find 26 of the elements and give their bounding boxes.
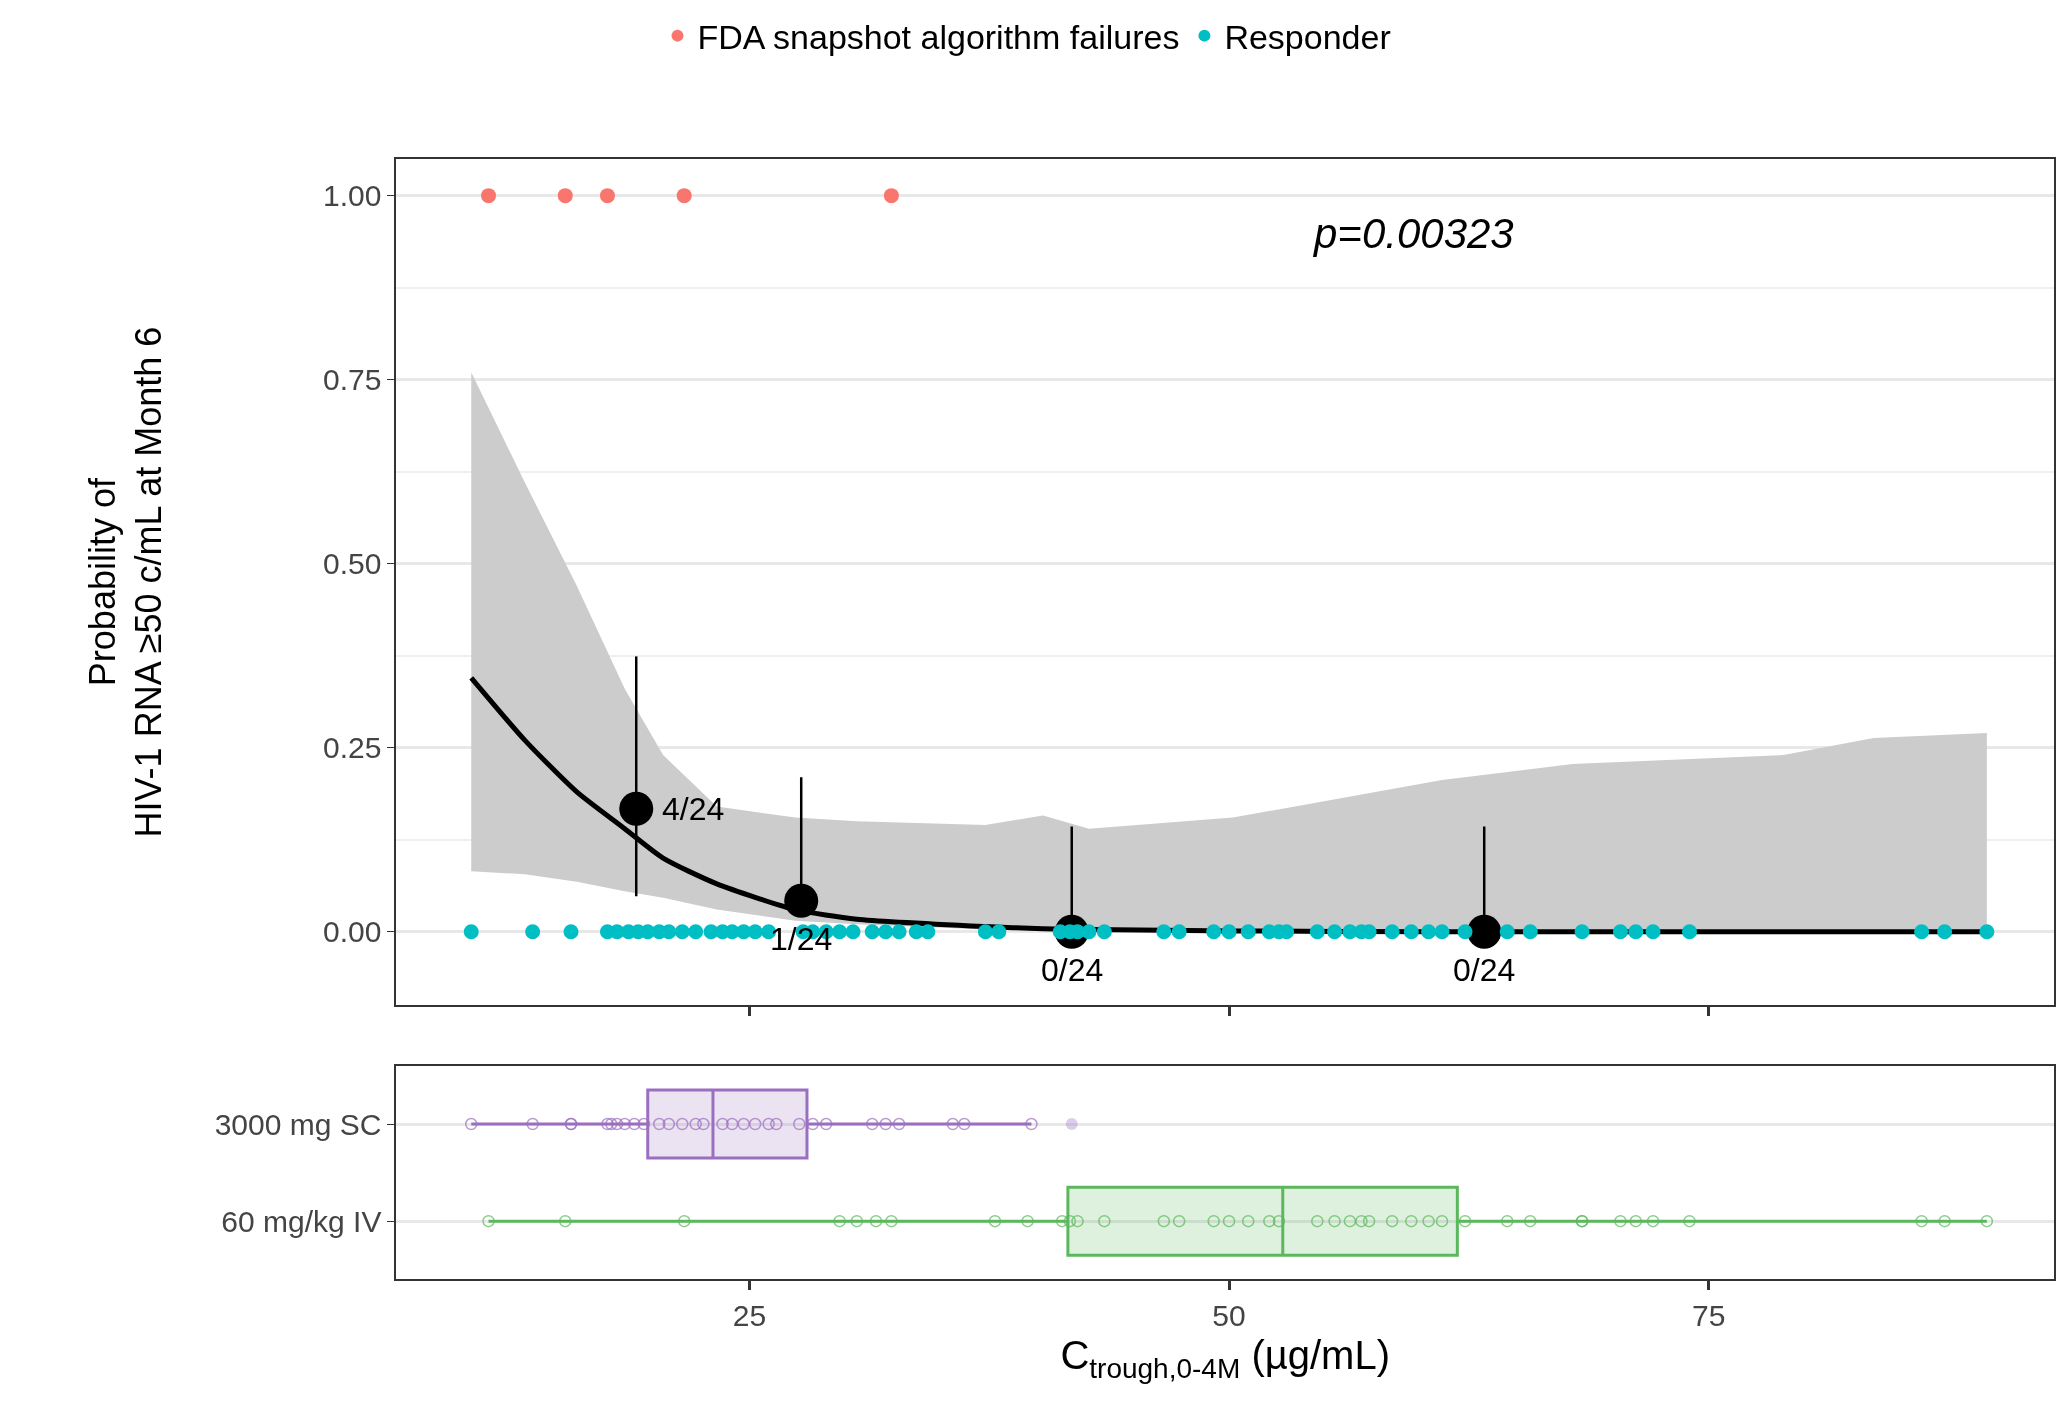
- point: [1467, 914, 1502, 949]
- x-axis-title: C$_{trough,0-4M}$ (µg/mL): [1060, 1333, 1391, 1384]
- y-tick-label: 0.50: [323, 547, 382, 581]
- point: [599, 188, 615, 204]
- y-tick-label: 60 mg/kg IV: [221, 1204, 382, 1238]
- y-tick-label: 1.00: [323, 179, 382, 213]
- x-tick-label: 75: [1691, 1299, 1726, 1333]
- legend-label: Responder: [1224, 17, 1391, 56]
- x-tick-label: 50: [1212, 1299, 1246, 1333]
- point: [784, 883, 819, 918]
- data-label: 0/24: [1041, 952, 1104, 988]
- point: [557, 188, 573, 204]
- point: [676, 188, 692, 204]
- point: [883, 188, 899, 204]
- data-label: 4/24: [662, 791, 725, 827]
- y-tick-label: 0.75: [323, 363, 382, 397]
- point: [481, 188, 497, 204]
- y-tick-label: 0.25: [323, 731, 382, 765]
- annotation: p=0.00323: [1312, 210, 1514, 257]
- data-label: 0/24: [1453, 952, 1516, 988]
- y-tick-label: 0.00: [323, 915, 382, 949]
- point: [619, 791, 654, 826]
- legend-label: FDA snapshot algorithm failures: [697, 17, 1180, 56]
- x-tick-label: 25: [732, 1299, 767, 1333]
- y-tick-label: 3000 mg SC: [214, 1107, 382, 1141]
- y-axis-title: Probability of HIV-1 RNA ≥50 c/mL at Month 6: [81, 326, 170, 838]
